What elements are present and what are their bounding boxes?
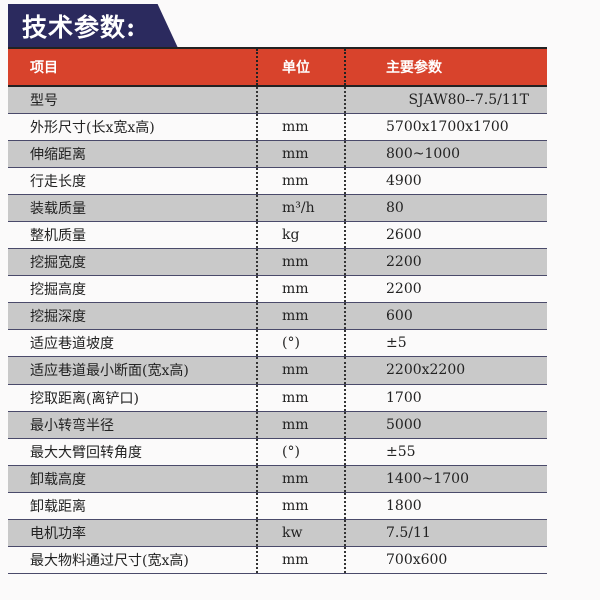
- table-header: 项目 单位 主要参数: [8, 49, 547, 87]
- header-value: 主要参数: [344, 49, 547, 85]
- cell-unit: mm: [256, 492, 344, 519]
- cell-item: 卸载高度: [30, 471, 86, 488]
- table-row: 卸载距离 mm 1800: [8, 492, 547, 520]
- cell-value: 80: [344, 195, 547, 222]
- title-banner: [8, 4, 178, 48]
- cell-unit: mm: [256, 141, 344, 168]
- cell-item: 最大大臂回转角度: [30, 444, 142, 461]
- cell-unit: m³/h: [256, 195, 344, 222]
- cell-unit: (°): [256, 330, 344, 357]
- cell-item: 型号: [30, 93, 58, 110]
- cell-item: 外形尺寸(长x宽x高): [30, 120, 155, 137]
- cell-unit: mm: [256, 411, 344, 438]
- cell-value: 5000: [344, 411, 547, 438]
- cell-item: 整机质量: [30, 228, 86, 245]
- cell-item: 挖掘高度: [30, 282, 86, 299]
- cell-value: 2600: [344, 222, 547, 249]
- cell-unit: mm: [256, 249, 344, 276]
- cell-value: 7.5/11: [344, 519, 547, 546]
- table-row: 适应巷道坡度 (°) ±5: [8, 330, 547, 358]
- cell-value: 700x600: [344, 546, 547, 573]
- table-row: 挖掘高度 mm 2200: [8, 276, 547, 304]
- cell-item: 挖取距离(离铲口): [30, 390, 139, 407]
- table-row: 型号 SJAW80--7.5/11T: [8, 87, 547, 115]
- header-item: 项目: [30, 60, 58, 76]
- page-title: 技术参数:: [22, 13, 137, 42]
- table-row: 电机功率 kw 7.5/11: [8, 519, 547, 547]
- cell-unit: kg: [256, 222, 344, 249]
- table-row: 挖掘深度 mm 600: [8, 303, 547, 331]
- cell-item: 最大物料通过尺寸(宽x高): [30, 552, 189, 569]
- cell-unit: mm: [256, 168, 344, 195]
- table-row: 最小转弯半径 mm 5000: [8, 411, 547, 439]
- spec-table: 项目 单位 主要参数 型号 SJAW80--7.5/11T 外形尺寸(长x宽x高) m…: [8, 47, 547, 574]
- cell-value: 4900: [344, 168, 547, 195]
- cell-unit: kw: [256, 519, 344, 546]
- table-row: 装载质量 m³/h 80: [8, 195, 547, 223]
- header-unit: 单位: [256, 49, 344, 85]
- cell-unit: mm: [256, 303, 344, 330]
- cell-item: 适应巷道坡度: [30, 336, 114, 353]
- table-row: 整机质量 kg 2600: [8, 222, 547, 250]
- cell-value: 1700: [344, 384, 547, 411]
- table-row: 伸缩距离 mm 800~1000: [8, 141, 547, 169]
- cell-item: 行走长度: [30, 174, 86, 191]
- cell-item: 挖掘宽度: [30, 255, 86, 272]
- cell-item: 卸载距离: [30, 498, 86, 515]
- cell-value: 800~1000: [344, 141, 547, 168]
- cell-unit: mm: [256, 384, 344, 411]
- cell-value: 1800: [344, 492, 547, 519]
- cell-unit: mm: [256, 276, 344, 303]
- cell-value: 2200: [344, 276, 547, 303]
- table-row: 行走长度 mm 4900: [8, 168, 547, 196]
- cell-item: 适应巷道最小断面(宽x高): [30, 363, 189, 380]
- cell-item: 装载质量: [30, 201, 86, 218]
- cell-item: 伸缩距离: [30, 147, 86, 164]
- table-row: 适应巷道最小断面(宽x高) mm 2200x2200: [8, 357, 547, 385]
- cell-unit: mm: [256, 465, 344, 492]
- cell-unit: mm: [256, 546, 344, 573]
- cell-item: 最小转弯半径: [30, 417, 114, 434]
- cell-value: ±5: [344, 330, 547, 357]
- table-row: 最大大臂回转角度 (°) ±55: [8, 438, 547, 466]
- cell-value: ±55: [344, 438, 547, 465]
- cell-unit: (°): [256, 438, 344, 465]
- cell-unit: mm: [256, 357, 344, 384]
- cell-item: 电机功率: [30, 525, 86, 542]
- cell-value: 5700x1700x1700: [344, 114, 547, 141]
- cell-value: 2200: [344, 249, 547, 276]
- cell-value: SJAW80--7.5/11T: [344, 87, 547, 114]
- cell-unit: mm: [256, 114, 344, 141]
- cell-value: 1400~1700: [344, 465, 547, 492]
- cell-unit: [256, 87, 344, 114]
- table-row: 挖掘宽度 mm 2200: [8, 249, 547, 277]
- table-row: 卸载高度 mm 1400~1700: [8, 465, 547, 493]
- table-row: 最大物料通过尺寸(宽x高) mm 700x600: [8, 546, 547, 574]
- table-row: 挖取距离(离铲口) mm 1700: [8, 384, 547, 412]
- cell-item: 挖掘深度: [30, 309, 86, 326]
- table-row: 外形尺寸(长x宽x高) mm 5700x1700x1700: [8, 114, 547, 142]
- cell-value: 2200x2200: [344, 357, 547, 384]
- cell-value: 600: [344, 303, 547, 330]
